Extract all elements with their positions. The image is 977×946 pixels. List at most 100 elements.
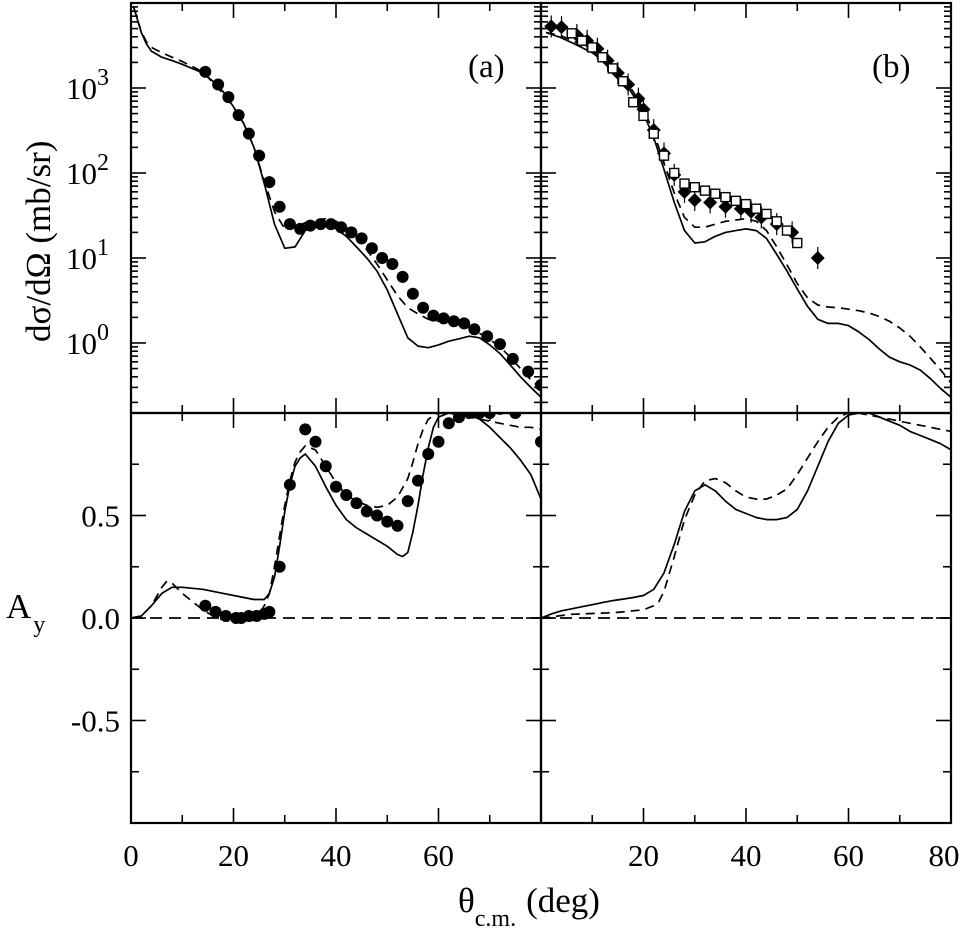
x-axis-title: θc.m. (deg) [458,881,600,932]
data-point-square [566,28,577,39]
data-point-a-top [396,270,409,283]
data-point-a-top [253,149,266,162]
data-point-a-top [283,218,296,231]
x-axis-title-theta: θ [458,881,475,920]
panel-frames [129,1,953,825]
y-tick-label-a-bottom-2: -0.5 [71,704,120,739]
data-point-square [699,185,711,196]
data-point-a-top [324,218,337,231]
data-point-a-top [273,200,286,213]
data-point-a-bottom [209,605,222,618]
series-line-a-bottom-dashed [131,413,541,623]
data-point-a-bottom [340,489,353,501]
data-point-a-top [522,365,535,378]
data-point-square [576,35,588,46]
data-point-a-top [263,176,276,189]
panel-label-b: (b) [872,49,910,85]
data-point-a-bottom [535,435,541,448]
data-point-square [638,110,649,122]
x-tick-label-b-bottom-0: 20 [628,838,659,873]
y-tick-label-base: 10 [66,156,97,191]
y-tick-label-exponent: 0 [97,320,109,346]
data-point-a-top [242,127,255,140]
data-point-a-top [468,323,481,336]
data-point-a-bottom [360,505,373,518]
x-axis-title-sub: c.m. [475,906,516,932]
data-point-a-bottom [412,474,424,487]
data-point-square [597,52,608,63]
data-point-square [679,178,690,189]
data-point-square [669,167,680,179]
data-point-a-top [232,109,245,122]
data-point-a-bottom [483,413,496,419]
panel-label-a: (a) [468,49,505,85]
data-point-a-top [481,330,494,343]
data-point-a-top [427,309,440,322]
data-point-a-bottom [401,495,414,508]
data-point-a-top [294,222,307,235]
y-tick-label-a-top-1: 101 [66,235,109,276]
data-point-a-top [355,232,368,245]
data-point-a-top [314,218,327,231]
data-point-a-bottom [283,478,296,491]
data-point-square [781,225,793,236]
panel-a-bottom: 0.5 0.0 -0.5 0 20 40 60 [71,412,542,873]
x-tick-label-b-bottom-1: 40 [731,838,762,873]
y-axis-title-ay-main: A [6,587,32,626]
series-group-a-bottom [131,413,541,624]
data-point-a-top [304,219,317,232]
x-tick-label-a-bottom-3: 60 [423,838,454,873]
y-tick-label-a-bottom-0: 0.5 [81,499,120,534]
series-group-a-top [132,6,541,398]
data-point-a-top [535,379,541,392]
y-tick-label-a-top-2: 102 [66,150,109,191]
y-tick-label-base: 10 [66,326,97,361]
data-point-a-top [199,65,212,78]
series-line-b-bottom-solid [541,413,951,619]
x-tick-label-b-bottom-2: 60 [833,838,864,873]
data-point-square [720,191,731,203]
data-point-a-bottom [299,423,312,436]
data-point-square [648,128,659,139]
data-point-a-bottom [263,605,276,618]
data-point-square [628,97,639,108]
data-point-square [730,195,741,207]
data-point-a-top [406,287,419,300]
data-point-square [740,198,752,210]
data-point-a-bottom [319,460,332,473]
data-point-square [792,237,803,249]
data-point-a-bottom [473,413,486,419]
data-point-a-bottom [381,515,394,528]
series-line-b-bottom-dashed [541,413,951,619]
y-tick-label-exponent: 2 [97,150,109,176]
y-tick-label-a-bottom-1: 0.0 [81,601,120,636]
y-tick-label-a-top-0: 100 [66,320,109,361]
ticks-a-top [130,2,542,413]
y-tick-label-exponent: 1 [97,235,109,261]
data-point-a-top [458,317,471,330]
data-point-a-bottom [309,435,322,448]
x-tick-label-b-bottom-3: 80 [929,838,960,873]
series-line-a-bottom-solid [131,413,541,619]
data-point-a-bottom [422,448,435,460]
x-tick-label-a-bottom-2: 40 [321,838,352,873]
data-point-square [607,63,618,74]
data-point-a-bottom [463,413,476,419]
x-tick-label-a-bottom-1: 20 [218,838,249,873]
data-point-a-top [212,78,225,91]
data-point-a-bottom [432,435,445,448]
data-point-a-top [386,257,399,270]
data-point-a-bottom [273,560,286,573]
data-point-a-bottom [371,509,383,522]
x-axis-title-unit: (deg) [526,881,600,920]
data-point-a-top [447,315,460,328]
data-point-square [658,150,670,161]
panel-b-bottom: 20 40 60 80 [540,412,960,873]
data-point-square [771,216,782,227]
data-point-a-top [376,251,389,264]
series-line-b-top-dashed [545,31,951,384]
ticks-b-top [540,2,952,413]
y-axis-title-ay-sub: y [33,612,45,638]
data-point-a-bottom [442,417,455,430]
